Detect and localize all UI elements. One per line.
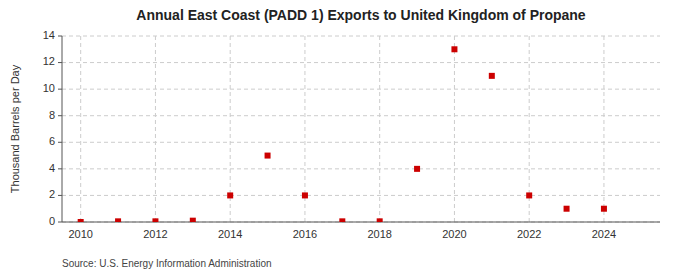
point [190, 218, 196, 222]
x-grid-line [379, 36, 380, 222]
x-tick-label: 2024 [592, 228, 616, 240]
point [526, 192, 532, 198]
x-grid-line [603, 36, 604, 222]
x-grid-line [80, 36, 81, 222]
point [78, 219, 84, 222]
point [152, 218, 158, 222]
point [377, 218, 383, 222]
y-tick [58, 168, 62, 169]
y-grid-line [62, 142, 660, 143]
y-grid-line [62, 195, 660, 196]
point [601, 206, 607, 212]
x-tick-label: 2014 [218, 228, 242, 240]
y-tick [58, 222, 62, 223]
point [489, 73, 495, 79]
grid [62, 36, 660, 222]
y-axis-label: Thousand Barrels per Day [9, 64, 21, 193]
y-tick [58, 115, 62, 116]
points [78, 46, 607, 222]
y-tick-label: 10 [43, 82, 55, 94]
point [564, 206, 570, 212]
y-tick-label: 12 [43, 55, 55, 67]
y-tick [58, 36, 62, 37]
axes: 0 2 4 6 8 10 12 14 2010 2012 2014 2016 2018 2020 2022 2… [43, 29, 660, 240]
x-tick-label: 2020 [442, 228, 466, 240]
point [265, 153, 271, 159]
x-tick-label: 2012 [143, 228, 167, 240]
y-grid-line [62, 89, 660, 90]
y-tick [58, 89, 62, 90]
y-grid-line [62, 115, 660, 116]
y-tick-label: 14 [43, 29, 55, 41]
y-tick [58, 62, 62, 63]
y-tick-label: 0 [49, 215, 55, 227]
x-tick-label: 2018 [367, 228, 391, 240]
y-tick-label: 8 [49, 109, 55, 121]
y-tick [58, 195, 62, 196]
x-axis-line [62, 222, 660, 223]
y-grid-line [62, 222, 660, 223]
x-grid-line [454, 36, 455, 222]
x-grid-line [155, 36, 156, 222]
source-note: Source: U.S. Energy Information Administ… [62, 258, 272, 269]
x-tick-label: 2010 [68, 228, 92, 240]
y-tick-label: 4 [49, 162, 55, 174]
point [339, 218, 345, 222]
y-tick [58, 142, 62, 143]
y-grid-line [62, 62, 660, 63]
y-grid-line [62, 168, 660, 169]
y-tick-label: 6 [49, 135, 55, 147]
point [414, 166, 420, 172]
point [451, 46, 457, 52]
chart: 0 2 4 6 8 10 12 14 2010 2012 2014 2016 2018 2020 2022 2… [0, 0, 675, 275]
x-tick-label: 2022 [517, 228, 541, 240]
y-tick-label: 2 [49, 188, 55, 200]
point [115, 218, 121, 222]
y-axis-line [62, 36, 63, 222]
point [302, 192, 308, 198]
x-tick-label: 2016 [293, 228, 317, 240]
point [227, 192, 233, 198]
y-grid-line [62, 36, 660, 37]
title: Annual East Coast (PADD 1) Exports to Un… [136, 7, 586, 23]
